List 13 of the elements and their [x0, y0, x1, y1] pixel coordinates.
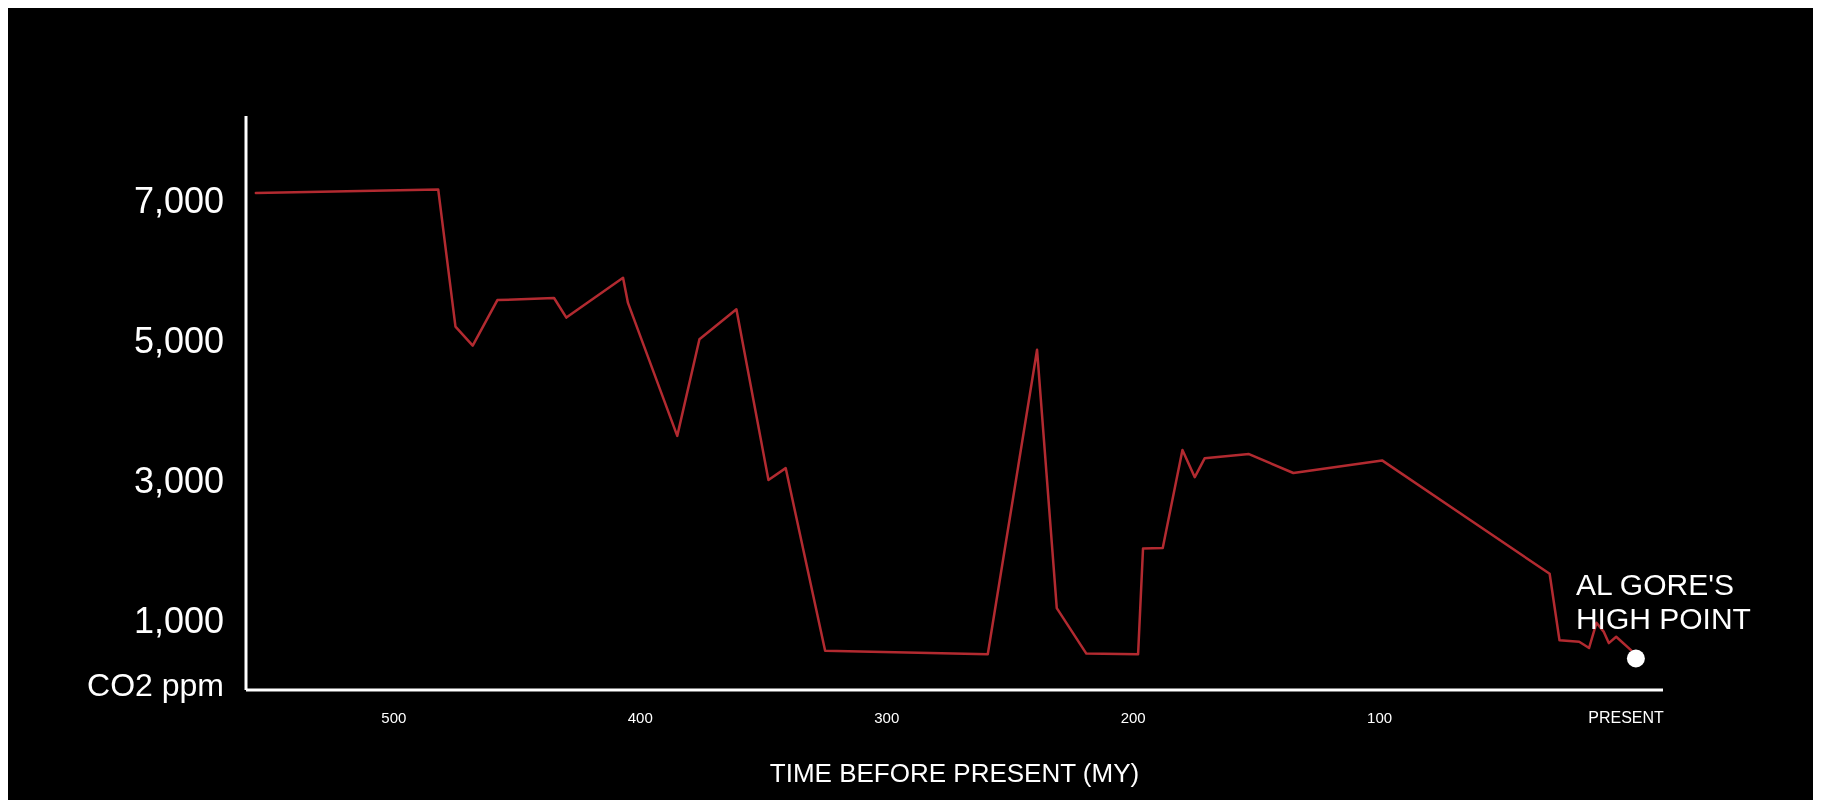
x-axis-title: TIME BEFORE PRESENT (MY) — [769, 758, 1140, 788]
y-tick-label: 7,000 — [133, 179, 224, 221]
x-tick-label: 500 — [381, 709, 407, 727]
x-tick-label: PRESENT — [1588, 709, 1665, 727]
y-tick-label: 3,000 — [133, 459, 224, 501]
y-tick-label: 1,000 — [133, 599, 224, 641]
x-tick-label: 200 — [1120, 709, 1146, 727]
y-axis-title: CO2 ppm — [87, 667, 224, 704]
x-tick-label: 400 — [627, 709, 653, 727]
annotation: AL GORE'S HIGH POINT — [1575, 567, 1751, 635]
x-tick-label: 100 — [1367, 709, 1393, 727]
y-tick-label: 5,000 — [133, 319, 224, 361]
x-tick-label: 300 — [874, 709, 900, 727]
